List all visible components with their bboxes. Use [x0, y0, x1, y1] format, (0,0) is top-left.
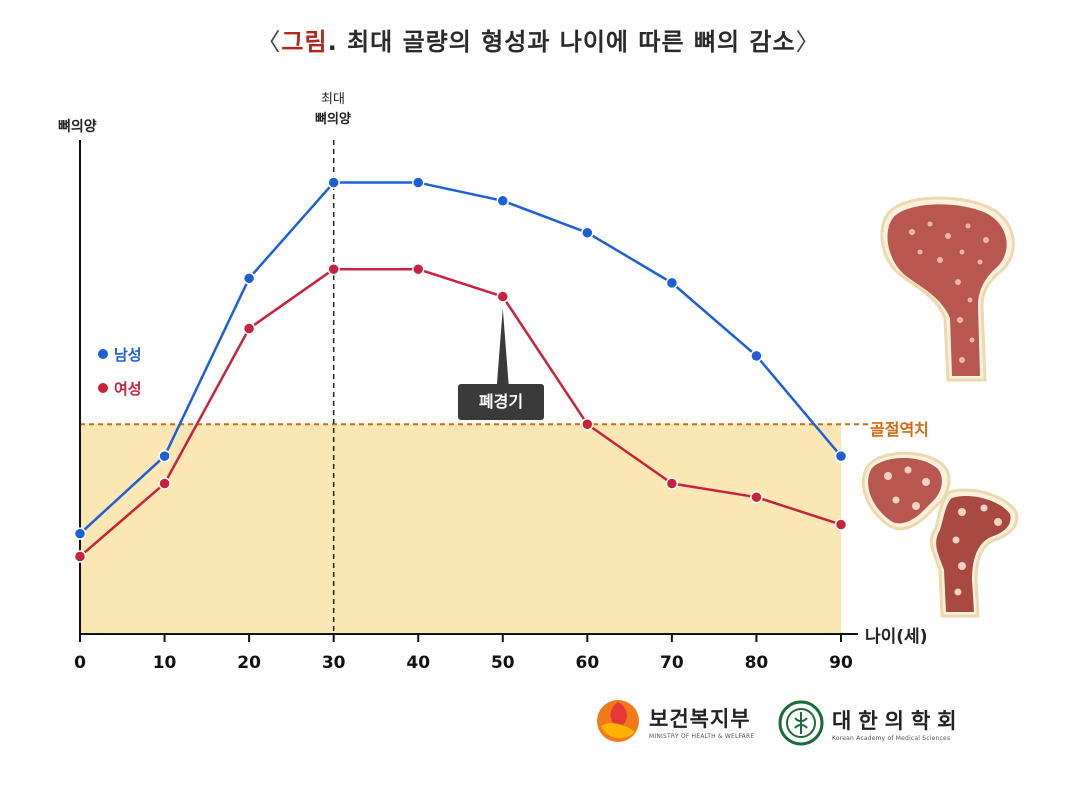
legend-dot-female — [98, 383, 108, 393]
data-point — [665, 276, 679, 290]
data-point — [750, 490, 763, 504]
academy-seal-icon — [778, 700, 824, 746]
data-point — [158, 449, 171, 463]
title-close-bracket: 〉 — [795, 28, 821, 56]
title-open-bracket: 〈 — [256, 28, 282, 56]
series-line-0 — [79, 181, 842, 535]
fractured-bone-illustration — [861, 451, 1019, 618]
series-line-1 — [79, 267, 842, 558]
x-tick-label: 90 — [829, 653, 853, 673]
data-point — [834, 518, 848, 531]
data-point — [834, 449, 848, 463]
legend-dot-male — [98, 349, 108, 359]
x-tick-label: 30 — [322, 653, 346, 673]
x-tick-label: 40 — [406, 653, 430, 673]
academy-subtitle: Korean Academy of Medical Sciences — [832, 734, 951, 742]
data-point — [242, 322, 256, 335]
x-tick-label: 20 — [237, 653, 261, 673]
legend-item-male: 남성 — [98, 344, 142, 365]
data-point — [496, 194, 510, 208]
x-tick-label: 70 — [660, 653, 684, 673]
x-tick-label: 10 — [153, 653, 177, 673]
x-tick-label: 50 — [491, 653, 515, 673]
x-tick-label: 60 — [575, 653, 599, 673]
callout-pointer — [496, 308, 509, 386]
x-ticks: 0 10 20 30 40 50 60 70 80 90 — [74, 634, 853, 673]
data-point — [496, 290, 510, 303]
ministry-logo: 보건복지부 MINISTRY OF HEALTH & WELFARE — [595, 698, 754, 744]
peak-label-line1: 최대 — [321, 92, 345, 107]
data-point — [411, 176, 425, 189]
x-tick-label: 0 — [74, 653, 86, 673]
peak-label: 최대 뼈의양 — [296, 90, 370, 130]
data-point — [242, 272, 256, 285]
x-axis-label: 나이(세) — [865, 627, 928, 647]
data-point — [327, 262, 340, 276]
series-layer — [73, 176, 848, 563]
data-point — [581, 417, 594, 431]
academy-name: 대한의학회 — [832, 708, 964, 733]
menopause-callout: 폐경기 — [458, 384, 544, 420]
title-prefix: 그림 — [281, 28, 328, 56]
legend-label-male: 남성 — [114, 346, 142, 364]
ministry-name: 보건복지부 — [649, 706, 751, 731]
x-tick-label: 80 — [745, 653, 769, 673]
healthy-bone-illustration — [880, 196, 1015, 382]
ministry-subtitle: MINISTRY OF HEALTH & WELFARE — [649, 732, 755, 740]
data-point — [750, 349, 763, 363]
peak-label-line2: 뼈의양 — [315, 112, 351, 127]
data-point — [158, 477, 171, 490]
title-text: . 최대 골량의 형성과 나이에 따른 뼈의 감소 — [327, 28, 796, 56]
y-axis-label: 뼈의양 — [58, 119, 97, 135]
data-point — [665, 477, 679, 490]
data-point — [73, 527, 87, 540]
threshold-label: 골절역치 — [870, 420, 929, 439]
chart-title: 〈그림. 최대 골량의 형성과 나이에 따른 뼈의 감소〉 — [0, 22, 1077, 57]
legend-item-female: 여성 — [98, 378, 142, 399]
data-point — [411, 262, 425, 276]
data-point — [73, 550, 87, 563]
academy-logo: 대한의학회 Korean Academy of Medical Sciences — [778, 700, 964, 746]
data-point — [327, 176, 340, 189]
ministry-emblem-icon — [597, 700, 639, 742]
fracture-zone — [80, 424, 841, 634]
legend-label-female: 여성 — [114, 380, 142, 398]
data-point — [581, 226, 594, 239]
